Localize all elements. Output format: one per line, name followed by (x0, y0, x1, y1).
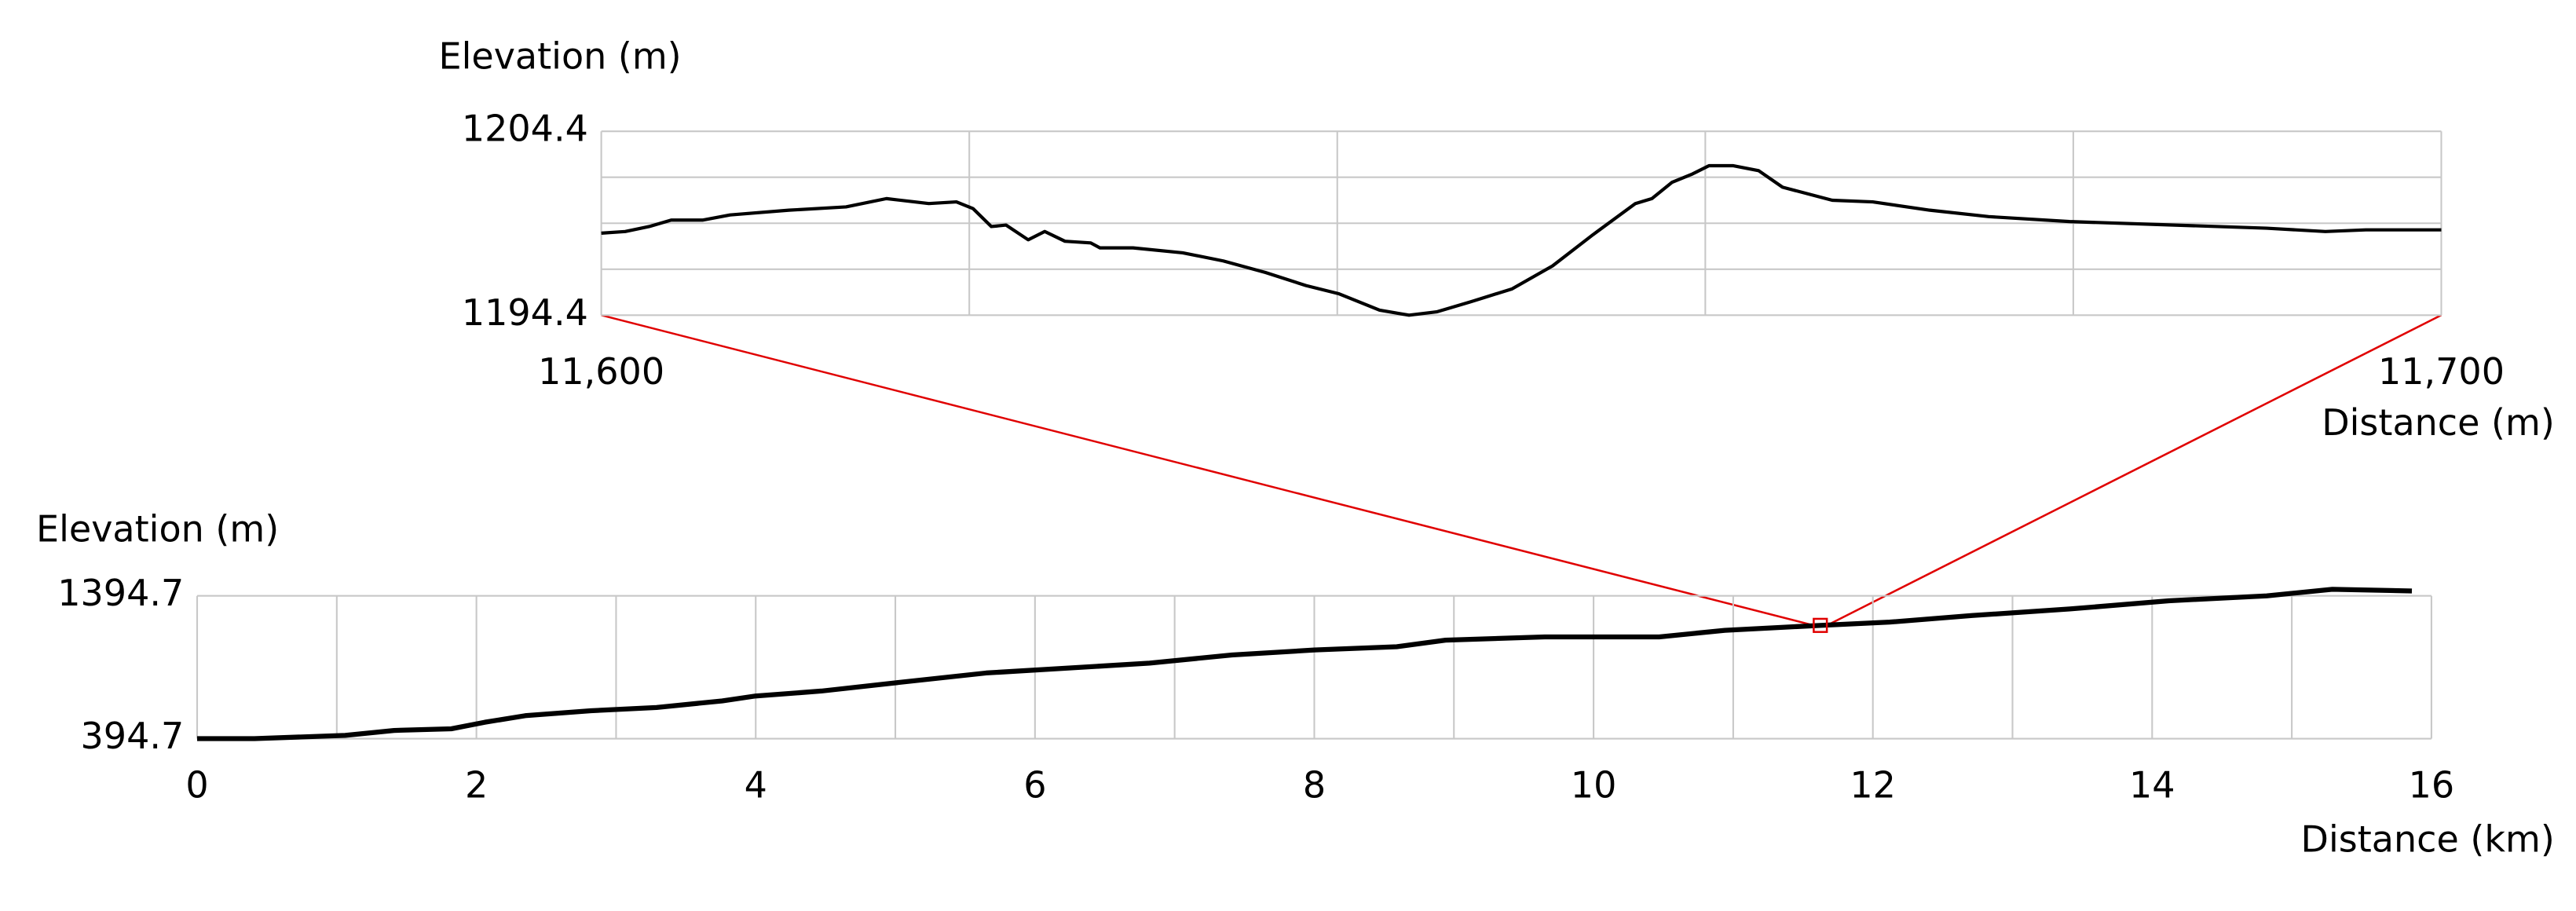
zoom-region (1813, 617, 1828, 633)
x-tick-label: 4 (745, 764, 767, 807)
y-axis-title: Elevation (m) (439, 35, 682, 78)
x-axis-title: Distance (m) (2322, 401, 2555, 444)
x-axis-title: Distance (km) (2301, 818, 2555, 861)
x-tick-label: 2 (465, 764, 488, 807)
elevation-line (197, 587, 2413, 741)
y-tick-label: 1204.4 (462, 108, 588, 150)
x-tick-label: 11,700 (2378, 350, 2505, 393)
y-tick-label: 1394.7 (57, 572, 184, 614)
y-tick-label: 394.7 (81, 715, 185, 757)
x-tick-label: 0 (185, 764, 208, 807)
x-tick-label: 12 (1850, 764, 1896, 807)
x-tick-label: 10 (1571, 764, 1617, 807)
zoom-connector (601, 314, 1814, 627)
zoom-connector (1826, 314, 2442, 627)
x-tick-label: 14 (2129, 764, 2175, 807)
y-tick-label: 1194.4 (462, 291, 588, 334)
elevation-line (601, 163, 2442, 317)
x-tick-label: 8 (1303, 764, 1326, 807)
x-tick-label: 16 (2409, 764, 2455, 807)
x-tick-label: 11,600 (538, 350, 664, 393)
y-axis-title: Elevation (m) (36, 508, 279, 551)
x-tick-label: 6 (1023, 764, 1046, 807)
